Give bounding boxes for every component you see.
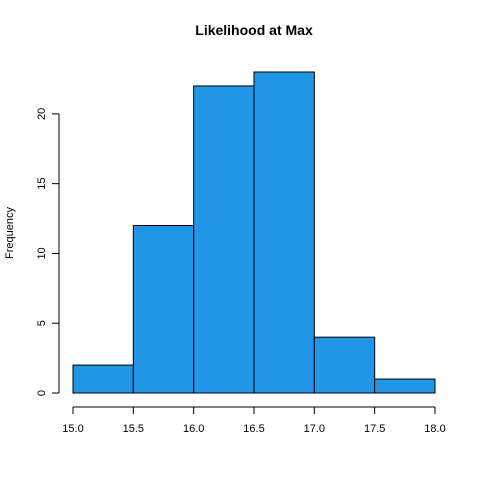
y-tick-label: 10 <box>36 247 48 259</box>
x-tick-label: 17.5 <box>364 423 385 435</box>
histogram-bar-3 <box>253 71 315 394</box>
y-axis-label: Frequency <box>4 207 16 259</box>
y-tick-label: 20 <box>36 108 48 120</box>
chart-title: Likelihood at Max <box>195 22 313 38</box>
y-tick-label: 15 <box>36 178 48 190</box>
x-tick-label: 17.0 <box>304 423 325 435</box>
y-axis: 0 5 10 15 20 <box>36 108 60 396</box>
y-tick-label: 5 <box>36 320 48 326</box>
x-tick-label: 18.0 <box>424 423 445 435</box>
x-tick-label: 15.0 <box>62 423 83 435</box>
histogram-bar-2 <box>193 85 255 394</box>
x-axis: 15.0 15.5 16.0 16.5 17.0 17.5 18.0 <box>62 406 446 435</box>
histogram-bar-5 <box>374 378 436 394</box>
x-tick-label: 16.0 <box>183 423 204 435</box>
histogram-bar-1 <box>132 225 195 394</box>
histogram-bar-4 <box>313 336 376 394</box>
histogram-bar-0 <box>72 364 134 394</box>
x-tick-label: 16.5 <box>243 423 264 435</box>
x-tick-label: 15.5 <box>123 423 144 435</box>
y-tick-label: 0 <box>36 390 48 396</box>
bars-group <box>72 71 436 394</box>
